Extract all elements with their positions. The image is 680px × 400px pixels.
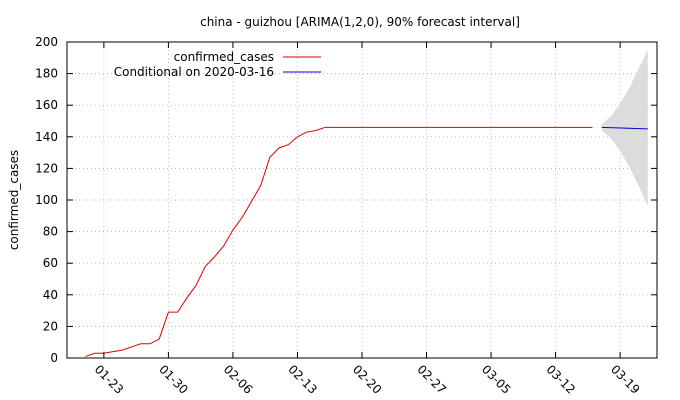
x-axis: 01-23 01-30 02-06 02-13 02-20 02-27 03-05 03-12…: [92, 42, 643, 397]
y-axis-label: confirmed_cases: [7, 150, 21, 250]
y-tick-label: 160: [35, 98, 58, 112]
y-tick-label: 60: [43, 256, 58, 270]
y-tick-label: 140: [35, 130, 58, 144]
x-tick-label: 02-20: [350, 362, 385, 397]
chart-title: china - guizhou [ARIMA(1,2,0), 90% forec…: [200, 15, 520, 29]
x-tick-label: 02-06: [221, 362, 256, 397]
y-tick-label: 20: [43, 319, 58, 333]
x-tick-label: 01-23: [92, 362, 127, 397]
x-tick-label: 03-12: [543, 362, 578, 397]
y-tick-label: 100: [35, 193, 58, 207]
x-tick-label: 03-05: [479, 362, 514, 397]
y-tick-label: 200: [35, 35, 58, 49]
x-tick-label: 03-19: [608, 362, 643, 397]
x-tick-label: 01-30: [156, 362, 191, 397]
confirmed-cases-line: [85, 126, 593, 357]
x-tick-label: 02-13: [285, 362, 320, 397]
y-tick-label: 0: [50, 351, 58, 365]
y-tick-label: 40: [43, 288, 58, 302]
legend-label: confirmed_cases: [174, 50, 274, 64]
y-tick-label: 180: [35, 67, 58, 81]
forecast-line: [601, 126, 648, 130]
series-lines: [85, 126, 648, 357]
legend-label: Conditional on 2020-03-16: [114, 65, 274, 79]
y-tick-label: 120: [35, 161, 58, 175]
x-tick-label: 02-27: [414, 362, 449, 397]
y-tick-label: 80: [43, 225, 58, 239]
grid: [67, 42, 657, 358]
y-axis: 0 20 40 60 80 100 120 140 160 180 200: [35, 35, 657, 365]
